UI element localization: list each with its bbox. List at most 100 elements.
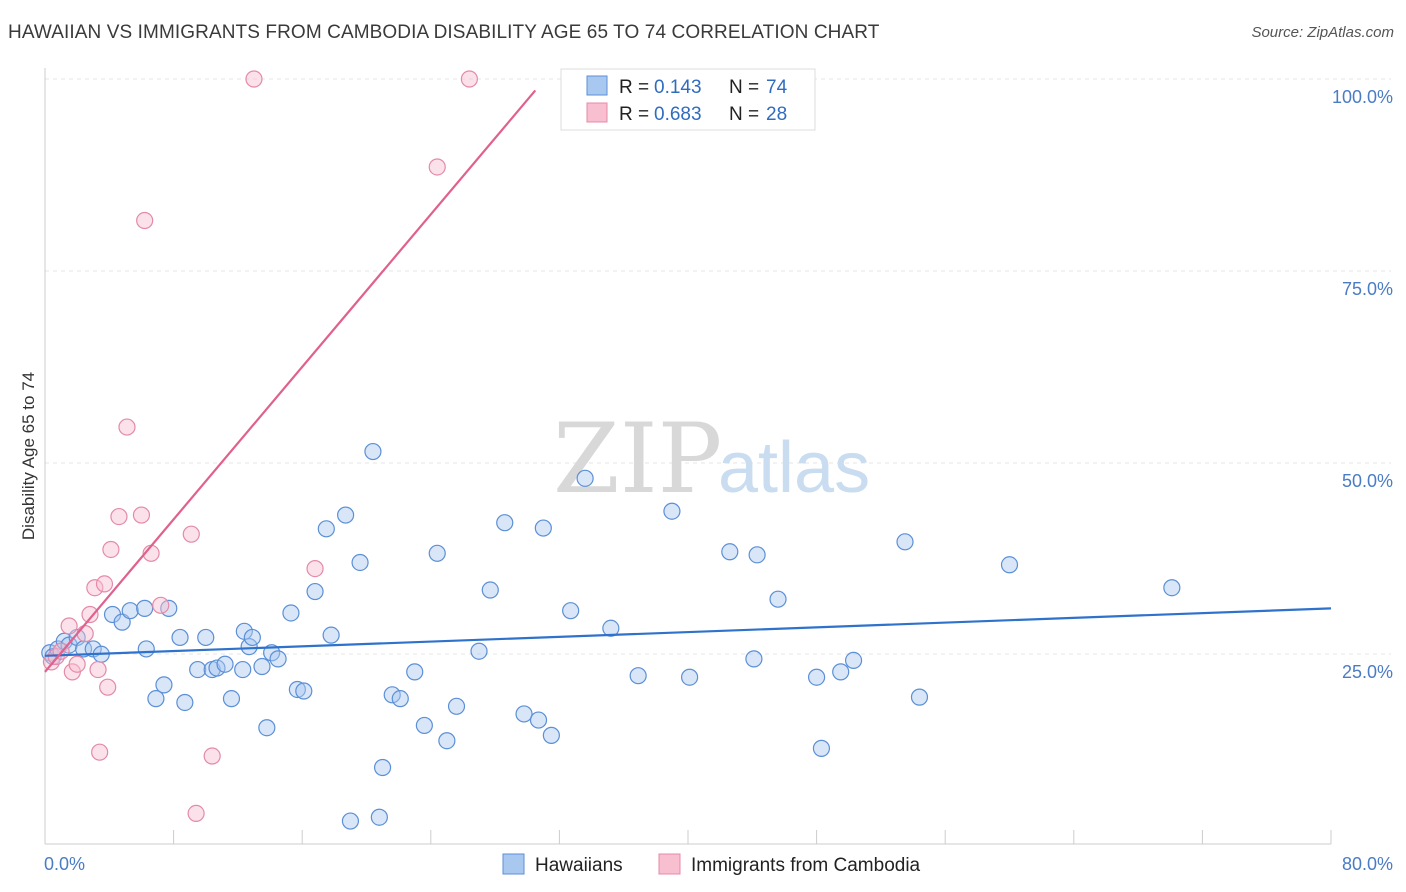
data-point [155,676,173,694]
bottom-legend-cambodia: Immigrants from Cambodia [691,855,921,876]
data-point [171,628,189,647]
data-point [60,617,78,635]
data-point [364,442,382,461]
data-point [748,546,766,564]
data-point [86,579,104,597]
bottom-legend-swatch-cambodia [658,853,681,875]
y-tick-label: 100.0% [1332,87,1393,107]
legend-r-label-2: R = [619,104,649,125]
data-point [132,506,151,524]
data-point [681,668,699,686]
data-point [234,660,252,679]
legend-n-label-2: N = [729,104,759,125]
bottom-legend: Hawaiians Immigrants from Cambodia [502,853,921,876]
data-point [496,514,514,532]
data-point [562,602,580,620]
y-axis-label: Disability Age 65 to 74 [19,372,38,540]
data-point [240,638,258,656]
data-point [216,655,234,673]
data-point [176,693,194,712]
watermark: ZIP atlas [553,403,870,515]
data-point [189,660,207,679]
data-point [832,663,850,681]
data-point [137,640,155,658]
data-point [208,659,226,677]
data-point [373,758,392,777]
data-point [415,716,433,735]
legend-r-value-1: 0.143 [654,77,702,98]
data-point [91,743,109,761]
data-point [370,808,388,826]
chart-source: Source: ZipAtlas.com [1251,24,1394,41]
data-point [222,690,241,708]
data-point [844,651,863,670]
legend-box: R = 0.143 N = 74 R = 0.683 N = 28 [560,68,816,131]
trend-line-0 [44,607,1332,657]
data-point [182,525,200,543]
data-point [295,682,313,700]
data-point [197,628,215,647]
data-point [258,719,276,737]
data-point [515,705,533,723]
data-point [428,544,446,562]
data-point [110,507,128,526]
data-point [282,604,300,622]
data-point [812,739,831,757]
data-point [245,70,263,88]
data-point [428,158,446,176]
data-point [745,650,763,668]
data-point [306,559,324,578]
legend-swatch-cambodia [586,102,608,123]
data-point [147,690,165,708]
y-tick-label: 25.0% [1342,662,1393,682]
chart-title: HAWAIIAN VS IMMIGRANTS FROM CAMBODIA DIS… [8,22,880,43]
data-point [529,711,548,729]
data-point [438,732,456,750]
data-point [118,418,136,436]
data-point [721,543,739,561]
data-point [306,582,324,601]
data-point [542,726,560,744]
data-point [351,553,369,572]
bottom-legend-swatch-hawaiians [502,853,525,875]
data-point [807,668,826,686]
data-point [288,680,306,699]
legend-n-label-1: N = [729,77,759,98]
data-point [152,596,170,614]
legend-swatch-hawaiians [586,75,608,96]
tick-labels: 25.0% 50.0% 75.0% 100.0% 0.0% 80.0% [44,87,1393,874]
grid-lines [45,78,1391,655]
data-point [76,625,94,643]
data-point [447,697,466,715]
data-point [1163,579,1181,597]
data-point [769,590,787,608]
data-point [663,502,681,520]
trend-lines [44,89,1332,673]
x-tick-label: 80.0% [1342,854,1393,874]
y-tick-label: 50.0% [1342,471,1393,491]
legend-r-value-2: 0.683 [654,104,702,125]
legend-n-value-2: 28 [766,104,787,125]
data-point [576,469,594,487]
data-point [95,575,114,593]
data-point [337,506,355,524]
legend-n-value-1: 74 [766,77,788,98]
legend-r-label-1: R = [619,77,649,98]
series-hawaiians [41,442,1181,830]
watermark-atlas: atlas [718,428,870,508]
data-point [263,644,281,662]
data-point [243,628,261,647]
data-point [470,642,488,660]
data-point [187,804,205,823]
data-point [534,519,552,537]
bottom-legend-hawaiians: Hawaiians [535,855,623,876]
data-point [269,650,287,668]
data-point [322,626,340,644]
data-point [102,540,120,559]
data-point [383,686,401,704]
data-point [896,533,914,551]
data-point [460,70,478,88]
data-point [602,619,620,637]
watermark-zip: ZIP [553,403,722,515]
